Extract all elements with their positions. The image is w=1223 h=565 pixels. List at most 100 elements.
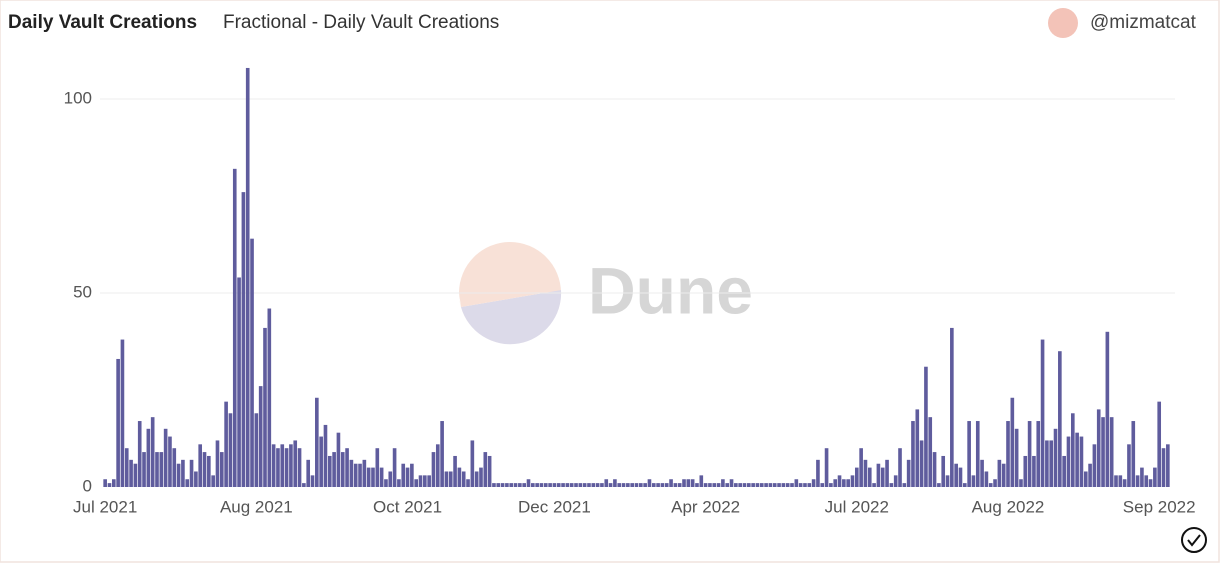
bar	[729, 479, 734, 487]
bar	[258, 386, 263, 487]
bar	[198, 444, 203, 487]
bar	[414, 479, 419, 487]
bar	[932, 452, 937, 487]
bar	[155, 452, 159, 487]
bar	[742, 483, 747, 487]
bar	[1109, 417, 1114, 487]
bar	[962, 483, 967, 487]
bar	[453, 455, 457, 487]
bar	[764, 483, 768, 487]
bar	[803, 483, 807, 487]
bar	[487, 455, 492, 487]
bar	[189, 459, 194, 487]
bar	[781, 483, 786, 487]
bar	[1140, 467, 1144, 487]
bar	[1066, 436, 1071, 487]
bar	[483, 452, 488, 487]
author-avatar	[1048, 8, 1078, 38]
bar	[461, 471, 466, 487]
bar	[435, 444, 440, 487]
bar	[673, 483, 678, 487]
bar	[703, 483, 708, 487]
bar	[630, 483, 634, 487]
bar	[280, 444, 285, 487]
bar	[332, 452, 336, 487]
bar	[634, 483, 639, 487]
bar	[846, 479, 850, 487]
bar	[574, 483, 578, 487]
bar	[988, 483, 993, 487]
bar	[509, 483, 514, 487]
bar	[384, 479, 388, 487]
bar	[466, 479, 470, 487]
bar	[790, 483, 794, 487]
bar	[345, 448, 349, 487]
bar	[371, 467, 375, 487]
bar	[660, 483, 665, 487]
bar	[1148, 479, 1153, 487]
bar	[440, 421, 444, 487]
bar	[1131, 421, 1136, 487]
bar	[1105, 331, 1110, 487]
bar	[1127, 444, 1131, 487]
bar	[1023, 455, 1028, 487]
bar	[1118, 475, 1123, 487]
bar	[842, 479, 846, 487]
bar	[997, 459, 1002, 487]
bar	[565, 483, 570, 487]
bar	[250, 238, 254, 487]
bar	[241, 192, 246, 487]
bar	[111, 479, 116, 487]
bar	[561, 483, 565, 487]
bar	[759, 483, 764, 487]
bar	[902, 483, 907, 487]
bar	[1161, 448, 1166, 487]
bar	[388, 471, 393, 487]
bar	[120, 339, 125, 487]
bar	[695, 483, 699, 487]
bar	[811, 479, 816, 487]
bar	[1075, 432, 1079, 487]
bar	[423, 475, 427, 487]
bar	[591, 483, 596, 487]
bar	[807, 483, 812, 487]
bar	[237, 277, 241, 487]
x-tick-label: Oct 2021	[373, 497, 442, 516]
bar	[306, 459, 311, 487]
bar	[427, 475, 431, 487]
bar	[267, 308, 272, 487]
bar	[915, 409, 920, 487]
bar	[928, 417, 933, 487]
bar	[854, 467, 859, 487]
bar	[1153, 467, 1157, 487]
bar	[172, 448, 177, 487]
bar	[358, 463, 362, 487]
bar	[1114, 475, 1118, 487]
bar	[539, 483, 544, 487]
bar	[474, 471, 479, 487]
bar	[1122, 479, 1127, 487]
bar	[906, 459, 911, 487]
bar	[1014, 428, 1019, 487]
bar	[1032, 455, 1036, 487]
bar	[1036, 421, 1041, 487]
bar	[431, 452, 436, 487]
y-tick-label: 50	[73, 282, 92, 301]
bar	[772, 483, 777, 487]
x-tick-label: Sep 2022	[1123, 497, 1196, 516]
bar	[552, 483, 557, 487]
bar	[401, 463, 406, 487]
bar	[911, 421, 915, 487]
check-icon[interactable]	[1181, 527, 1207, 553]
bar	[1006, 421, 1010, 487]
bar	[448, 471, 453, 487]
bar	[302, 483, 306, 487]
x-tick-label: Jul 2022	[825, 497, 889, 516]
bar	[107, 483, 112, 487]
chart-subtitle: Fractional - Daily Vault Creations	[223, 12, 499, 33]
bar	[876, 463, 881, 487]
watermark: Dune	[588, 253, 753, 327]
bar	[505, 483, 509, 487]
bar	[587, 483, 591, 487]
